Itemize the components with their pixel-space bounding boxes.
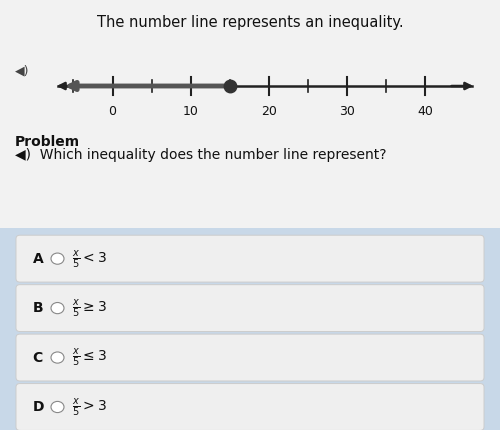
Text: A: A	[32, 252, 44, 266]
Text: ◀)  Which inequality does the number line represent?: ◀) Which inequality does the number line…	[15, 148, 386, 163]
Text: 40: 40	[418, 104, 433, 118]
Text: $\frac{x}{5} \leq 3$: $\frac{x}{5} \leq 3$	[72, 347, 108, 369]
Text: D: D	[32, 400, 44, 414]
Text: The number line represents an inequality.: The number line represents an inequality…	[96, 15, 404, 30]
Text: $\frac{x}{5} > 3$: $\frac{x}{5} > 3$	[72, 396, 108, 418]
Text: $\frac{x}{5} < 3$: $\frac{x}{5} < 3$	[72, 248, 108, 270]
Text: 0: 0	[108, 104, 116, 118]
Text: C: C	[32, 350, 43, 365]
Text: 30: 30	[339, 104, 355, 118]
Text: ◀): ◀)	[15, 64, 30, 77]
Text: B: B	[32, 301, 43, 315]
Text: 20: 20	[261, 104, 277, 118]
Text: Problem: Problem	[15, 135, 80, 150]
Text: 10: 10	[183, 104, 198, 118]
Text: $\frac{x}{5} \geq 3$: $\frac{x}{5} \geq 3$	[72, 297, 108, 319]
